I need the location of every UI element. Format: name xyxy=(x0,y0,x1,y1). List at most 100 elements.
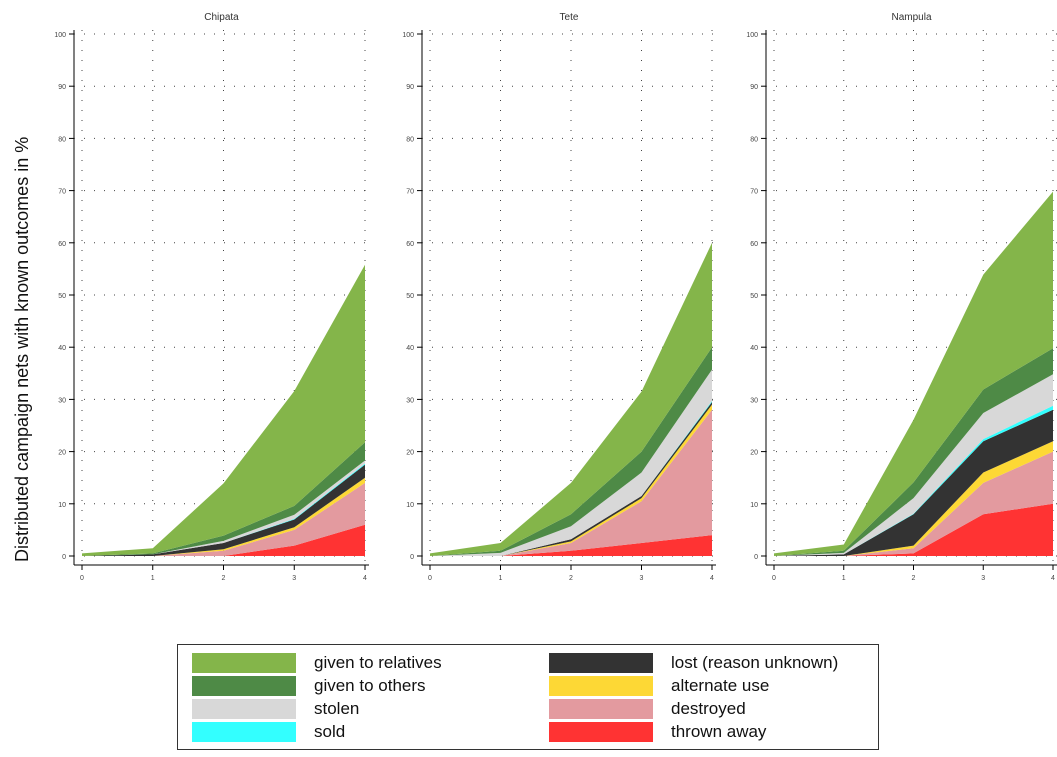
legend-swatch xyxy=(549,676,653,697)
legend-item: thrown away xyxy=(549,720,866,743)
y-tick-label: 30 xyxy=(58,397,66,404)
y-tick-label: 40 xyxy=(406,345,414,352)
y-tick-label: 100 xyxy=(402,32,414,39)
y-tick-label: 40 xyxy=(750,345,758,352)
y-tick-label: 0 xyxy=(754,554,758,561)
y-tick-label: 50 xyxy=(58,293,66,300)
legend-swatch xyxy=(192,653,296,674)
legend-item: sold xyxy=(192,720,509,743)
legend-item: given to others xyxy=(192,675,509,698)
area-stolen-tete xyxy=(430,369,712,556)
y-tick-label: 90 xyxy=(406,84,414,91)
y-tick-label: 30 xyxy=(406,397,414,404)
y-tick-label: 10 xyxy=(58,502,66,509)
y-tick-label: 50 xyxy=(750,293,758,300)
area-lost-reason-unknown-chipata xyxy=(82,464,365,556)
y-tick-label: 0 xyxy=(410,554,414,561)
legend-item: destroyed xyxy=(549,698,866,721)
chart-panel-tete: 0 10 20 30 40 50 60 70 80 90 100 0 1 2 3 4 Tete xyxy=(402,12,716,582)
legend-swatch xyxy=(549,721,653,742)
x-tick-label: 2 xyxy=(569,575,573,582)
y-tick-label: 90 xyxy=(750,84,758,91)
y-axis-title: Distributed campaign nets with known out… xyxy=(12,136,32,562)
y-tick-label: 20 xyxy=(58,450,66,457)
area-destroyed-nampula xyxy=(774,451,1053,556)
area-destroyed-tete xyxy=(430,409,712,556)
y-tick-label: 80 xyxy=(406,136,414,143)
panel-title: Chipata xyxy=(204,12,239,23)
y-tick-label: 70 xyxy=(406,189,414,196)
panel-title: Nampula xyxy=(891,12,931,23)
y-tick-label: 10 xyxy=(406,502,414,509)
x-tick-label: 4 xyxy=(363,575,367,582)
area-thrown-away-chipata xyxy=(82,524,365,556)
legend-swatch xyxy=(192,676,296,697)
area-stolen-nampula xyxy=(774,374,1053,556)
legend-label: given to relatives xyxy=(314,653,442,673)
y-tick-label: 80 xyxy=(58,136,66,143)
y-tick-label: 20 xyxy=(750,450,758,457)
chart-legend: given to relatives given to others stolen s… xyxy=(177,644,879,750)
legend-label: destroyed xyxy=(671,698,746,718)
legend-swatch xyxy=(192,721,296,742)
legend-item: lost (reason unknown) xyxy=(549,652,866,675)
legend-label: thrown away xyxy=(671,721,767,741)
y-tick-label: 40 xyxy=(58,345,66,352)
legend-label: alternate use xyxy=(671,676,770,696)
area-thrown-away-nampula xyxy=(774,503,1053,556)
panel-title: Tete xyxy=(560,12,579,23)
y-tick-label: 60 xyxy=(406,241,414,248)
y-tick-label: 60 xyxy=(750,241,758,248)
x-tick-label: 4 xyxy=(1051,575,1055,582)
legend-item: stolen xyxy=(192,698,509,721)
y-tick-label: 0 xyxy=(62,554,66,561)
legend-item: alternate use xyxy=(549,675,866,698)
legend-label: stolen xyxy=(314,698,360,718)
y-tick-label: 20 xyxy=(406,450,414,457)
legend-label: sold xyxy=(314,721,346,741)
y-tick-label: 70 xyxy=(750,189,758,196)
y-tick-label: 90 xyxy=(58,84,66,91)
legend-item: given to relatives xyxy=(192,652,509,675)
legend-swatch xyxy=(192,698,296,719)
x-tick-label: 1 xyxy=(151,575,155,582)
area-given-to-relatives-nampula xyxy=(774,191,1053,556)
x-tick-label: 3 xyxy=(981,575,985,582)
x-tick-label: 2 xyxy=(222,575,226,582)
area-given-to-relatives-tete xyxy=(430,242,712,557)
x-tick-label: 3 xyxy=(292,575,296,582)
area-alternate-use-tete xyxy=(430,404,712,556)
legend-label: lost (reason unknown) xyxy=(671,653,839,673)
x-tick-label: 0 xyxy=(80,575,84,582)
area-thrown-away-tete xyxy=(430,535,712,556)
y-tick-label: 50 xyxy=(406,293,414,300)
legend-label: given to others xyxy=(314,676,426,696)
x-tick-label: 2 xyxy=(912,575,916,582)
y-tick-label: 80 xyxy=(750,136,758,143)
x-tick-label: 1 xyxy=(499,575,503,582)
y-tick-label: 70 xyxy=(58,189,66,196)
y-tick-label: 100 xyxy=(746,32,758,39)
y-tick-label: 60 xyxy=(58,241,66,248)
area-given-to-others-tete xyxy=(430,347,712,556)
x-tick-label: 1 xyxy=(842,575,846,582)
y-tick-label: 30 xyxy=(750,397,758,404)
area-given-to-relatives-chipata xyxy=(82,264,365,556)
legend-swatch xyxy=(549,698,653,719)
area-lost-reason-unknown-tete xyxy=(430,402,712,556)
legend-swatch xyxy=(549,653,653,674)
area-given-to-others-nampula xyxy=(774,348,1053,556)
area-sold-nampula xyxy=(774,405,1053,556)
x-tick-label: 4 xyxy=(710,575,714,582)
chart-panel-nampula: 0 10 20 30 40 50 60 70 80 90 100 0 1 2 3 4 Nampula xyxy=(746,12,1057,582)
area-given-to-others-chipata xyxy=(82,442,365,556)
area-destroyed-chipata xyxy=(82,482,365,556)
x-tick-label: 3 xyxy=(640,575,644,582)
chart-panel-chipata: 0 10 20 30 40 50 60 70 80 90 100 0 1 2 3 4 Chipata xyxy=(54,12,369,582)
y-tick-label: 10 xyxy=(750,502,758,509)
x-tick-label: 0 xyxy=(772,575,776,582)
x-tick-label: 0 xyxy=(428,575,432,582)
area-lost-reason-unknown-nampula xyxy=(774,409,1053,556)
y-tick-label: 100 xyxy=(54,32,66,39)
